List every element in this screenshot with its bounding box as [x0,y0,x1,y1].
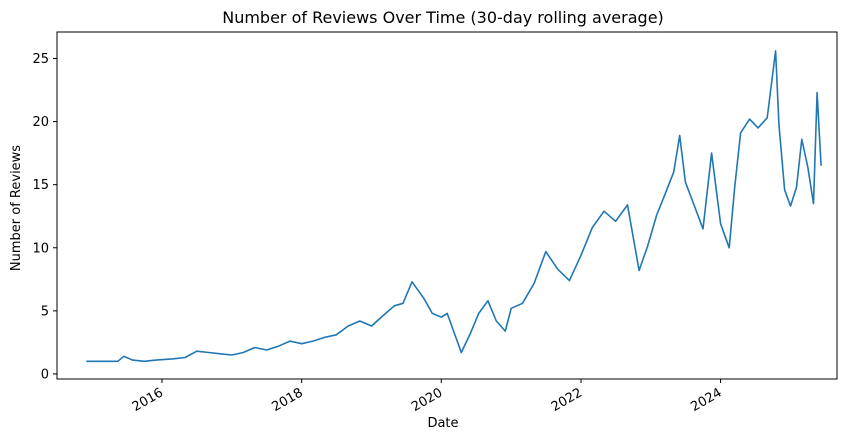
x-axis-label: Date [427,416,458,431]
x-tick-label: 2016 [130,385,166,415]
x-tick-label: 2018 [270,385,306,415]
series-line-layer [86,50,822,363]
plot-frame [56,31,838,380]
y-tick-label: 0 [41,367,49,382]
y-tick-label: 5 [41,304,49,319]
x-tick-label: 2022 [549,385,585,415]
y-tick-label: 20 [32,115,49,130]
series-line-0 [86,50,822,363]
y-axis-label: Number of Reviews [9,145,24,271]
y-tick-label: 10 [32,241,49,256]
x-tick-label: 2024 [688,385,724,415]
y-tick-label: 25 [32,52,49,67]
x-tick-label: 2020 [409,385,445,415]
y-tick-label: 15 [32,178,49,193]
chart-title: Number of Reviews Over Time (30-day roll… [222,8,664,27]
